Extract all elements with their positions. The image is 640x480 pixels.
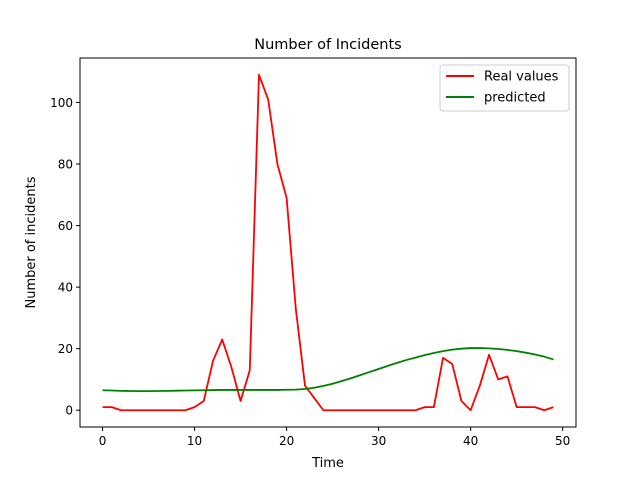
y-axis-ticks: 0 20 40 60 80 100 <box>50 96 80 418</box>
y-tick-label: 20 <box>58 342 73 356</box>
plot-frame <box>79 57 577 428</box>
x-tick-label: 40 <box>463 434 478 448</box>
chart-title: Number of Incidents <box>254 37 401 53</box>
series-line-real-values <box>102 73 554 412</box>
x-axis-ticks: 0 10 20 30 40 50 <box>99 427 570 448</box>
legend-label-predicted: predicted <box>484 91 546 106</box>
y-tick-label: 80 <box>58 158 73 172</box>
series-layer <box>102 73 554 412</box>
legend: Real values predicted <box>439 64 570 112</box>
legend-label-real-values: Real values <box>484 70 559 85</box>
y-tick-label: 60 <box>58 219 73 233</box>
y-tick-label: 40 <box>58 281 73 295</box>
plot-area <box>80 58 576 427</box>
x-tick-label: 20 <box>279 434 294 448</box>
x-tick-label: 30 <box>371 434 386 448</box>
y-axis-label: Number of incidents <box>24 176 39 308</box>
series-line-predicted <box>102 347 554 393</box>
y-tick-label: 0 <box>65 404 73 418</box>
x-tick-label: 0 <box>99 434 107 448</box>
x-tick-label: 50 <box>555 434 570 448</box>
y-tick-label: 100 <box>50 96 73 110</box>
x-axis-label: Time <box>311 456 344 471</box>
x-tick-label: 10 <box>187 434 202 448</box>
